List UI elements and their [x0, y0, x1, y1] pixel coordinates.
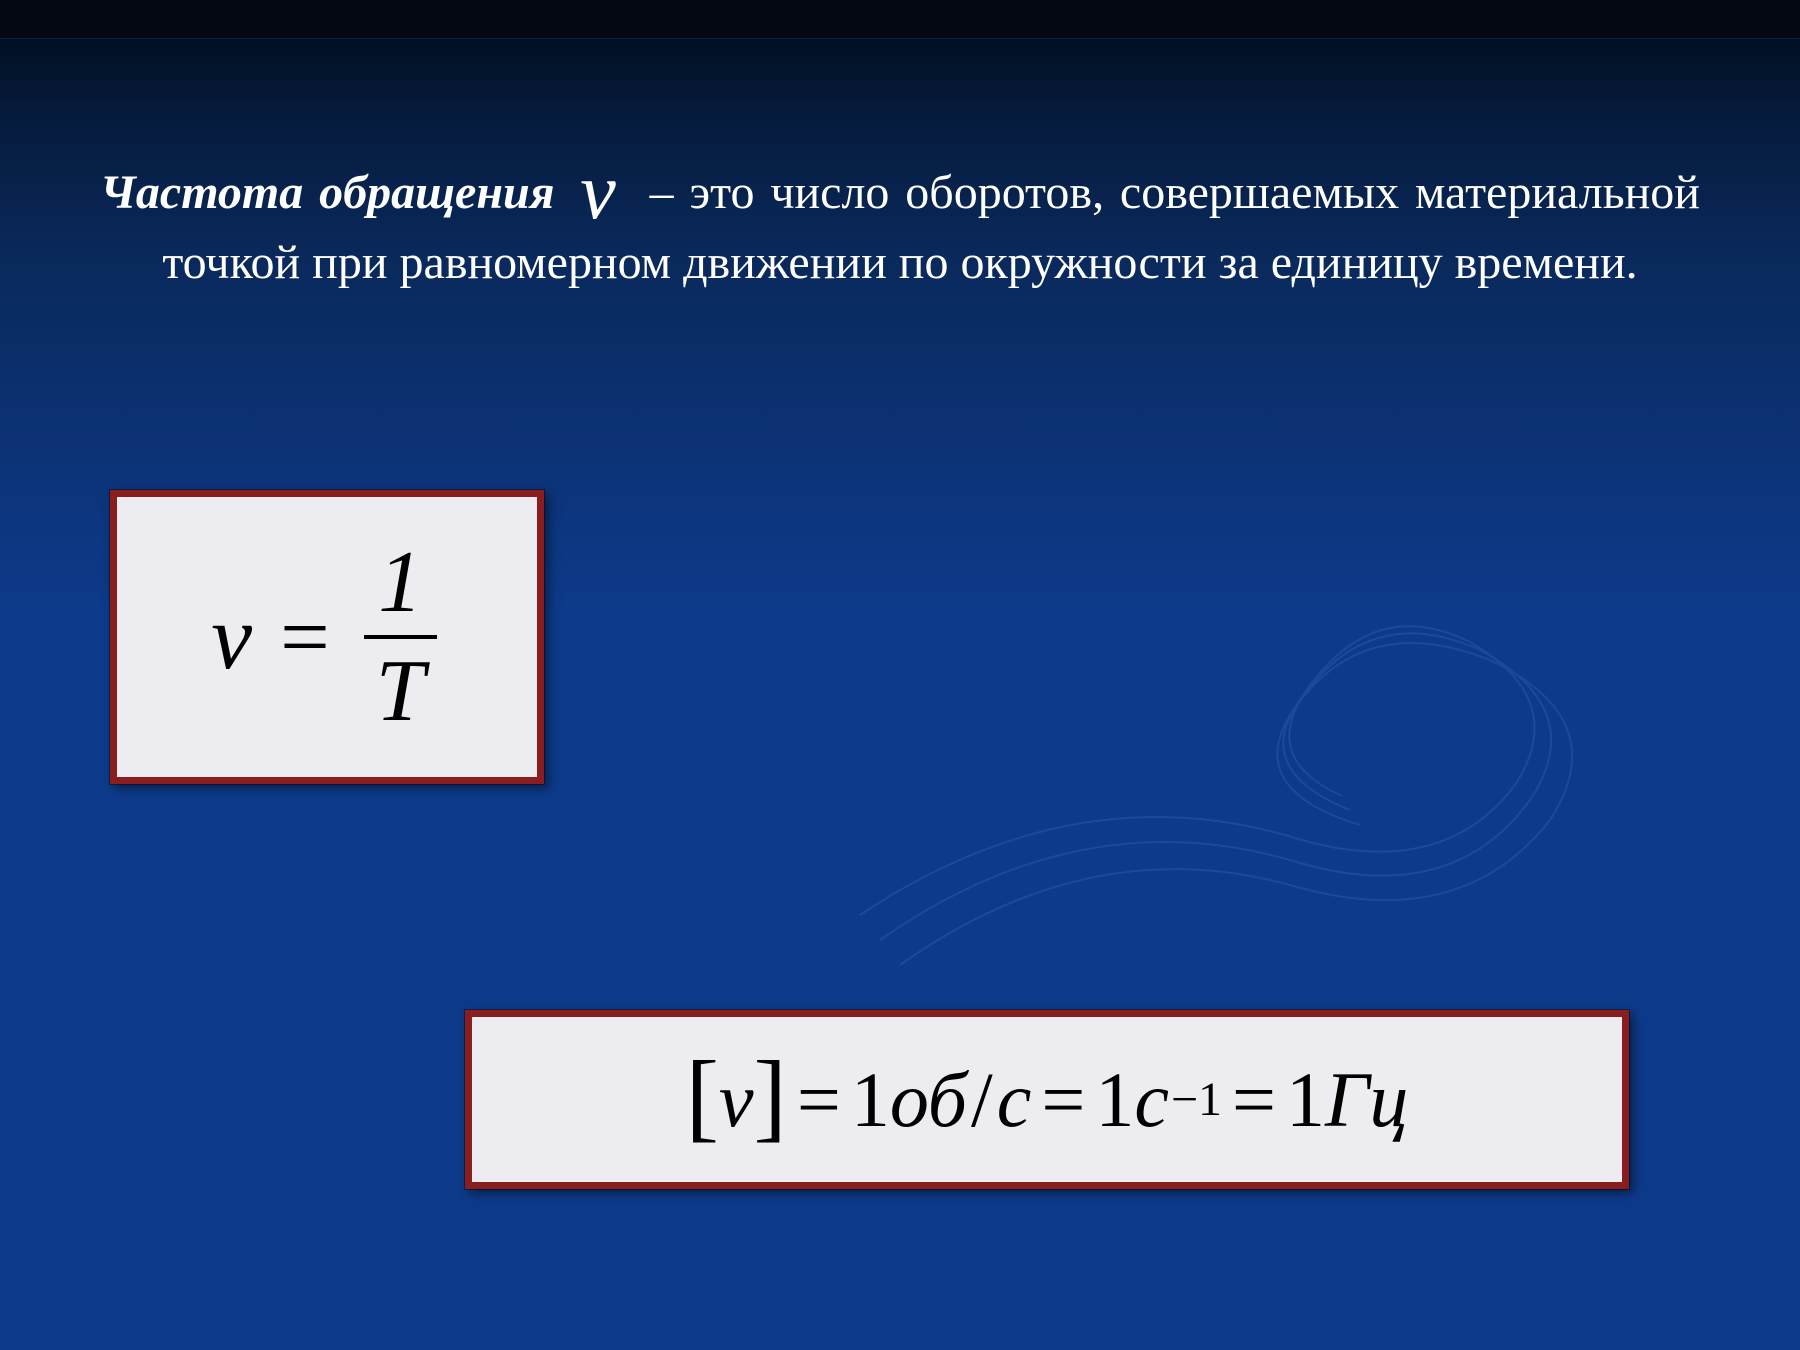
t2-exp: −1 — [1171, 1072, 1222, 1127]
definition-title: Частота обращения — [100, 166, 554, 219]
bracket-var: ν — [719, 1055, 754, 1145]
formula-nu-equals-1-over-T: ν = 1 T — [193, 532, 460, 742]
eq1: = — [797, 1055, 841, 1145]
bracket-open: [ — [686, 1038, 719, 1153]
eq3: = — [1232, 1055, 1276, 1145]
t1-unit: об — [890, 1055, 967, 1145]
formula-units-expression: [ ν ] = 1 об / с = 1 с −1 = 1 Гц — [664, 1042, 1431, 1157]
formula1-numerator: 1 — [366, 532, 434, 635]
t2-unit: с — [1134, 1055, 1169, 1145]
formula1-fraction: 1 T — [364, 532, 437, 742]
t3-unit: Гц — [1325, 1055, 1408, 1145]
t1-coef: 1 — [851, 1055, 890, 1145]
t2-coef: 1 — [1095, 1055, 1134, 1145]
bracket-close: ] — [754, 1038, 787, 1153]
t1-sep: / — [971, 1055, 993, 1145]
definition-paragraph: Частота обращения ν – это число оборотов… — [100, 158, 1700, 297]
eq2: = — [1041, 1055, 1085, 1145]
formula1-lhs: ν — [211, 584, 252, 690]
t3-coef: 1 — [1286, 1055, 1325, 1145]
t1-unit2: с — [997, 1055, 1032, 1145]
slide-top-bar — [0, 0, 1800, 39]
background-swirl — [830, 520, 1680, 1070]
formula-box-frequency: ν = 1 T — [110, 490, 544, 784]
formula1-denominator: T — [364, 639, 437, 742]
formula1-equals: = — [280, 587, 330, 688]
formula-box-units: [ ν ] = 1 об / с = 1 с −1 = 1 Гц — [465, 1010, 1629, 1189]
